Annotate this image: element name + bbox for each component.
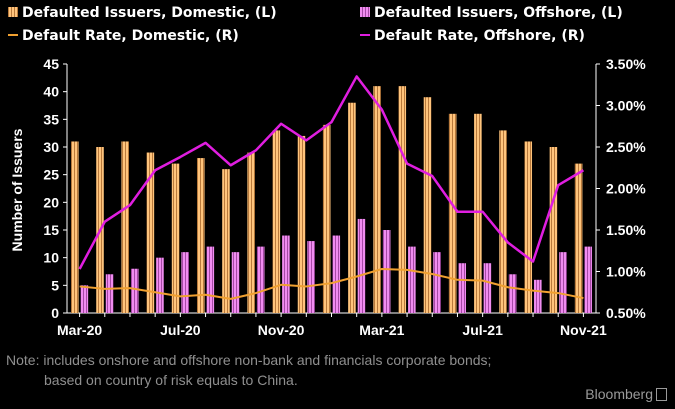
x-tick-label: Nov-20 [258, 322, 305, 338]
bar-domestic-issuers [222, 169, 230, 313]
bar-domestic-issuers [171, 163, 180, 313]
bar-offshore-issuers [231, 252, 240, 313]
bar-offshore-issuers [382, 230, 391, 313]
bar-offshore-issuers [534, 279, 542, 313]
bar-offshore-issuers [256, 246, 265, 313]
x-tick-label: Mar-21 [359, 322, 404, 338]
x-tick-label: Jul-20 [160, 322, 201, 338]
bar-domestic-issuers [71, 141, 79, 313]
y-left-tick-label: 15 [43, 222, 59, 238]
bar-domestic-issuers [524, 141, 533, 313]
bar-domestic-issuers [121, 141, 129, 313]
bar-offshore-issuers [408, 246, 416, 313]
brand-name: Bloomberg [585, 386, 653, 402]
x-tick-label: Jul-21 [462, 322, 503, 338]
bar-domestic-issuers [398, 86, 407, 313]
bar-domestic-issuers [348, 102, 356, 313]
legend-swatch-offshore-issuers [360, 7, 370, 17]
brand-logo: Bloomberg [585, 386, 667, 402]
bar-offshore-issuers [559, 252, 567, 313]
bar-offshore-issuers [508, 274, 517, 313]
y-right-tick-label: 2.00% [606, 181, 646, 197]
y-axis-title: Number of Issuers [9, 128, 25, 251]
bar-domestic-issuers [499, 130, 507, 313]
footnote-line-1: Note: includes onshore and offshore non-… [6, 352, 492, 368]
bar-domestic-issuers [322, 124, 331, 313]
y-right-tick-label: 2.50% [606, 139, 646, 155]
bar-domestic-issuers [272, 130, 281, 313]
chart-svg: Defaulted Issuers, Domestic, (L) Default… [8, 5, 646, 338]
y-left-tick-label: 30 [43, 139, 59, 155]
bar-offshore-issuers [307, 241, 315, 313]
legend-label-offshore-issuers: Defaulted Issuers, Offshore, (L) [374, 5, 623, 21]
y-right-tick-label: 3.50% [606, 56, 646, 72]
bar-domestic-issuers [373, 86, 381, 313]
y-right-tick-label: 0.50% [606, 305, 646, 321]
bar-domestic-issuers [146, 152, 155, 313]
bar-domestic-issuers [247, 152, 255, 313]
footnote-line-2: based on country of risk equals to China… [44, 372, 298, 388]
bar-offshore-issuers [483, 263, 492, 313]
bar-domestic-issuers [196, 158, 205, 313]
footnote: Note: includes onshore and offshore non-… [6, 350, 626, 390]
bar-domestic-issuers [549, 147, 558, 313]
bar-domestic-issuers [297, 135, 306, 313]
x-tick-label: Mar-20 [57, 322, 102, 338]
bar-domestic-issuers [474, 113, 482, 313]
y-left-tick-label: 45 [43, 56, 59, 72]
lines [78, 75, 585, 300]
bar-offshore-issuers [458, 263, 467, 313]
y-left-tick-label: 5 [51, 277, 59, 293]
bar-domestic-issuers [448, 113, 457, 313]
y-left-tick-label: 20 [43, 194, 59, 210]
y-left-tick-label: 10 [43, 250, 59, 266]
x-tick-label: Nov-21 [560, 322, 607, 338]
bar-offshore-issuers [130, 268, 139, 313]
legend: Defaulted Issuers, Domestic, (L) Default… [8, 5, 623, 44]
axes: 0 5 10 15 20 25 30 35 40 45 0.50% 1.00% 1.50% 2.00% 2.… [43, 56, 646, 338]
legend-swatch-domestic-issuers [8, 7, 18, 17]
legend-label-domestic-issuers: Defaulted Issuers, Domestic, (L) [22, 5, 277, 21]
y-left-tick-label: 0 [51, 305, 59, 321]
bar-offshore-issuers [156, 257, 164, 313]
bar-domestic-issuers [423, 97, 432, 313]
bar-offshore-issuers [206, 246, 215, 313]
legend-label-domestic-rate: Default Rate, Domestic, (R) [22, 28, 239, 44]
bar-offshore-issuers [357, 218, 366, 313]
bar-offshore-issuers [584, 246, 592, 313]
y-left-tick-label: 35 [43, 111, 59, 127]
line-default-rate-domestic [79, 268, 584, 300]
bar-offshore-issuers [181, 252, 189, 313]
bloomberg-icon [656, 387, 667, 401]
legend-label-offshore-rate: Default Rate, Offshore, (R) [374, 28, 585, 44]
y-right-tick-label: 1.00% [606, 264, 646, 280]
bar-domestic-issuers [574, 163, 583, 313]
bar-offshore-issuers [433, 252, 441, 313]
line-default-rate-offshore [78, 75, 585, 270]
bar-offshore-issuers [282, 235, 290, 313]
y-left-tick-label: 40 [43, 84, 59, 100]
bar-offshore-issuers [105, 274, 114, 313]
y-right-tick-label: 1.50% [606, 222, 646, 238]
bar-offshore-issuers [332, 235, 341, 313]
bar-offshore-issuers [80, 285, 89, 313]
y-left-tick-label: 25 [43, 167, 59, 183]
y-right-tick-label: 3.00% [606, 98, 646, 114]
